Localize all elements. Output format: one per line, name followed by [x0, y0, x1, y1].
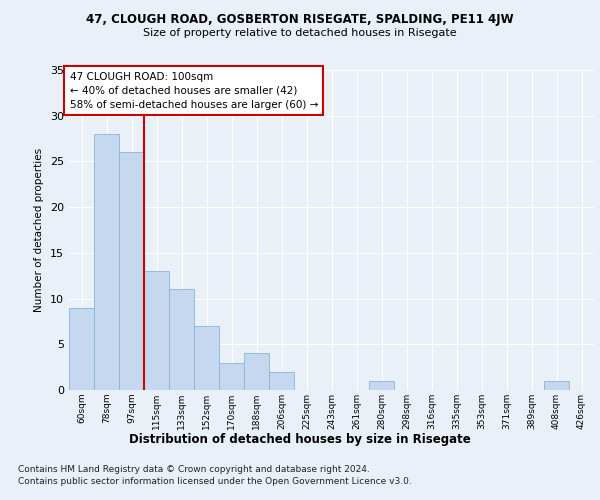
- Text: Contains HM Land Registry data © Crown copyright and database right 2024.: Contains HM Land Registry data © Crown c…: [18, 465, 370, 474]
- Text: Size of property relative to detached houses in Risegate: Size of property relative to detached ho…: [143, 28, 457, 38]
- Bar: [119, 152, 144, 390]
- Bar: [219, 362, 244, 390]
- Bar: [269, 372, 294, 390]
- Bar: [544, 381, 569, 390]
- Text: Contains public sector information licensed under the Open Government Licence v3: Contains public sector information licen…: [18, 478, 412, 486]
- Text: 47 CLOUGH ROAD: 100sqm
← 40% of detached houses are smaller (42)
58% of semi-det: 47 CLOUGH ROAD: 100sqm ← 40% of detached…: [70, 72, 318, 110]
- Y-axis label: Number of detached properties: Number of detached properties: [34, 148, 44, 312]
- Bar: [69, 308, 94, 390]
- Bar: [144, 271, 169, 390]
- Text: Distribution of detached houses by size in Risegate: Distribution of detached houses by size …: [129, 432, 471, 446]
- Bar: [94, 134, 119, 390]
- Bar: [169, 290, 194, 390]
- Text: 47, CLOUGH ROAD, GOSBERTON RISEGATE, SPALDING, PE11 4JW: 47, CLOUGH ROAD, GOSBERTON RISEGATE, SPA…: [86, 12, 514, 26]
- Bar: [244, 354, 269, 390]
- Bar: [194, 326, 219, 390]
- Bar: [369, 381, 394, 390]
